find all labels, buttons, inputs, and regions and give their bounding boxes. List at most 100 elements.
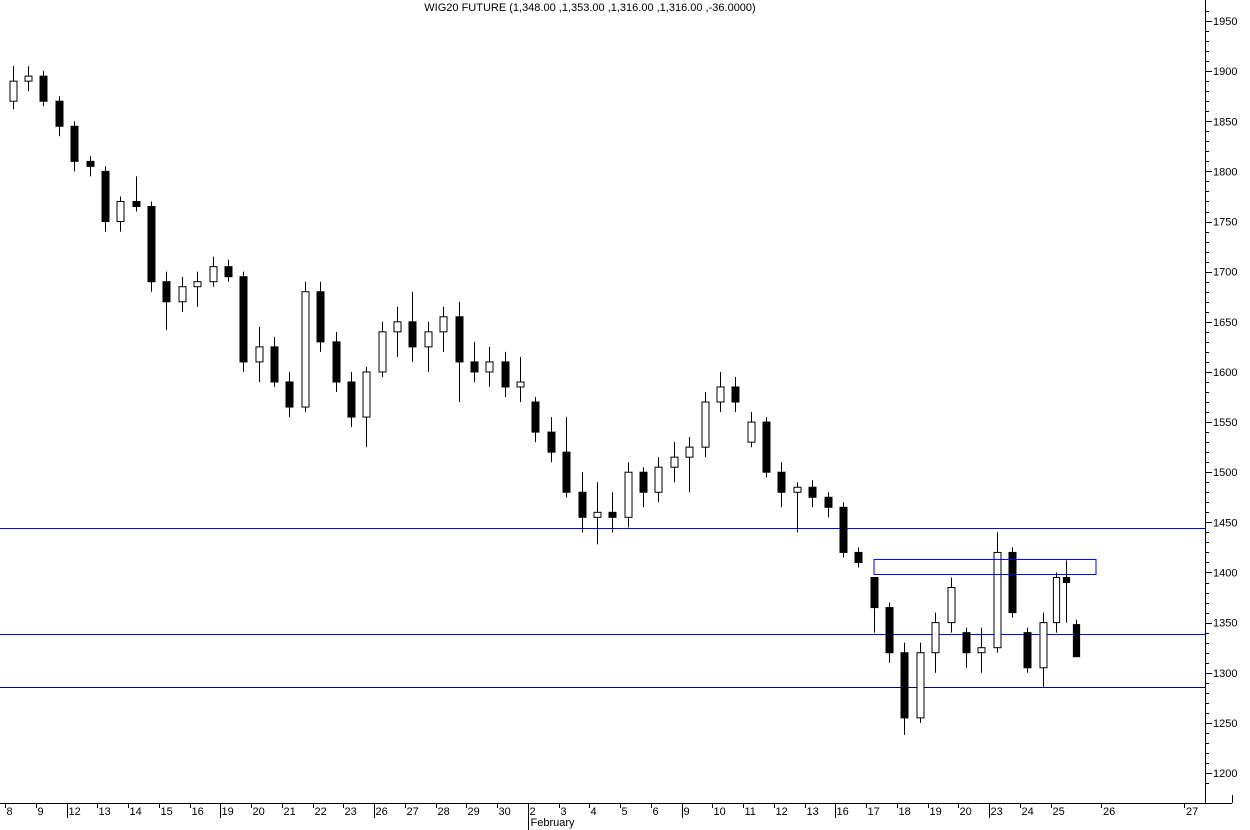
candle xyxy=(947,577,956,633)
x-tick-label: 23 xyxy=(345,806,357,818)
candle xyxy=(470,341,479,382)
x-tick-label: 5 xyxy=(622,806,628,818)
bullish-candle-body xyxy=(193,281,202,288)
bullish-candle-body xyxy=(977,647,986,654)
bearish-candle-body xyxy=(962,632,971,654)
y-tick-label: 1300 xyxy=(1213,668,1237,680)
x-tick-label: 20 xyxy=(960,806,972,818)
candle xyxy=(624,462,633,528)
y-tick-label: 1250 xyxy=(1213,718,1237,730)
candle xyxy=(485,346,494,387)
candle xyxy=(701,391,710,458)
y-tick-label: 1950 xyxy=(1213,16,1237,28)
candle xyxy=(316,281,325,352)
bullish-candle-body xyxy=(747,421,756,443)
x-tick-label: 21 xyxy=(284,806,296,818)
candle xyxy=(147,201,156,292)
candle xyxy=(870,576,879,633)
month-label: February xyxy=(531,817,576,829)
candle xyxy=(255,326,264,382)
x-tick-label: 11 xyxy=(745,806,756,818)
x-tick-label: 13 xyxy=(807,806,819,818)
x-tick-label: 10 xyxy=(714,806,726,818)
bullish-candle-body xyxy=(439,316,448,333)
candle xyxy=(654,457,663,503)
bearish-candle-body xyxy=(547,431,556,453)
candle xyxy=(9,66,18,110)
bearish-candle-body xyxy=(808,486,817,498)
candle xyxy=(762,417,771,478)
bearish-candle-body xyxy=(562,451,571,493)
bearish-candle-body xyxy=(885,607,894,654)
candle xyxy=(70,121,79,172)
candle xyxy=(747,412,756,448)
candle xyxy=(916,642,925,723)
candle xyxy=(593,482,602,545)
y-tick-label: 1700 xyxy=(1213,267,1237,279)
bullish-candle-body xyxy=(378,331,387,373)
x-tick-label: 26 xyxy=(1103,806,1115,818)
candle xyxy=(531,397,540,443)
candle xyxy=(885,602,894,663)
y-tick-label: 1600 xyxy=(1213,367,1237,379)
bearish-candle-body xyxy=(347,381,356,418)
y-tick-label: 1200 xyxy=(1213,768,1237,780)
y-tick-label: 1500 xyxy=(1213,467,1237,479)
bullish-candle-body xyxy=(362,371,371,418)
candle xyxy=(731,376,740,413)
candle xyxy=(224,259,233,282)
x-tick-label: 16 xyxy=(192,806,204,818)
bearish-candle-body xyxy=(762,421,771,473)
x-tick-label: 22 xyxy=(315,806,327,818)
bullish-candle-body xyxy=(116,200,125,223)
candle xyxy=(1072,619,1081,658)
bearish-candle-body xyxy=(39,75,48,102)
x-tick-label: 9 xyxy=(684,806,690,818)
candle xyxy=(209,256,218,287)
y-tick-label: 1900 xyxy=(1213,66,1237,78)
candle xyxy=(839,502,848,558)
x-tick-label: 27 xyxy=(1186,806,1198,818)
x-tick-label: 24 xyxy=(1022,806,1034,818)
bearish-candle-body xyxy=(55,100,64,127)
bullish-candle-body xyxy=(424,331,433,348)
x-tick-label: 8 xyxy=(7,806,13,818)
bullish-candle-body xyxy=(178,286,187,303)
bearish-candle-body xyxy=(470,361,479,373)
candle xyxy=(670,442,679,483)
bearish-candle-body xyxy=(854,551,863,563)
candle xyxy=(86,156,95,177)
candle xyxy=(439,306,448,352)
x-tick-label: 19 xyxy=(222,806,234,818)
bullish-candle-body xyxy=(793,486,802,493)
candle xyxy=(716,371,725,413)
bullish-candle-body xyxy=(1039,622,1048,669)
bearish-candle-body xyxy=(101,170,110,223)
x-tick-label: 14 xyxy=(130,806,142,818)
bearish-candle-body xyxy=(531,401,540,433)
candle xyxy=(378,321,387,377)
candle xyxy=(993,532,1002,653)
bearish-candle-body xyxy=(777,471,786,493)
bullish-candle-body xyxy=(947,587,956,624)
candle xyxy=(455,301,464,403)
candle xyxy=(408,291,417,362)
x-tick-label: 6 xyxy=(653,806,659,818)
y-tick-label: 1400 xyxy=(1213,567,1237,579)
bearish-candle-body xyxy=(162,281,171,303)
candle xyxy=(424,321,433,372)
x-tick-label: 3 xyxy=(561,806,567,818)
candle xyxy=(578,472,587,533)
chart-title: WIG20 FUTURE (1,348.00 ,1,353.00 ,1,316.… xyxy=(424,2,756,14)
bearish-candle-body xyxy=(239,276,248,363)
y-tick-label: 1350 xyxy=(1213,618,1237,630)
bullish-candle-body xyxy=(1052,576,1061,624)
bullish-candle-body xyxy=(916,652,925,719)
bullish-candle-body xyxy=(670,456,679,468)
candle xyxy=(332,331,341,392)
candle xyxy=(1039,612,1048,688)
x-tick-label: 20 xyxy=(253,806,265,818)
candle xyxy=(685,437,694,493)
bearish-candle-body xyxy=(455,316,464,363)
